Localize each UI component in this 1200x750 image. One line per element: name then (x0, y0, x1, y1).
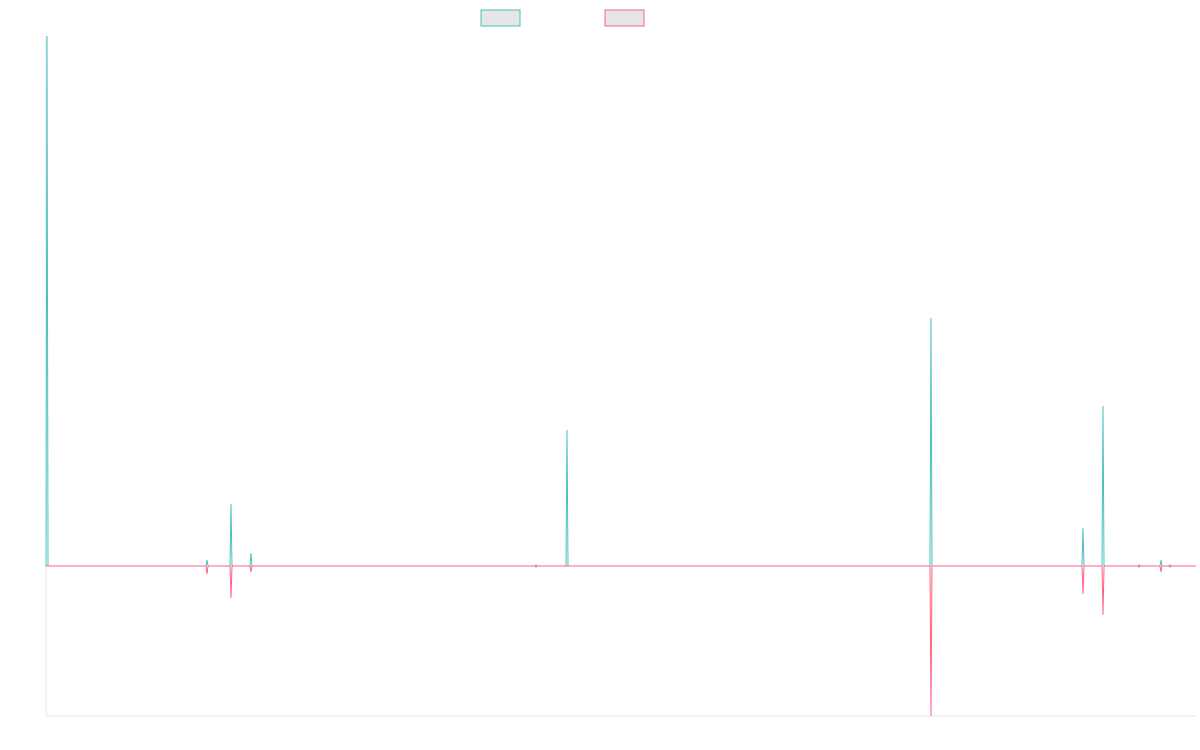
series-2-point[interactable] (929, 714, 933, 718)
series-1 (45, 34, 1196, 567)
series-2-point[interactable] (1102, 564, 1106, 568)
series-2-point[interactable] (249, 570, 253, 574)
series-1-point[interactable] (1159, 558, 1163, 562)
series-2-point[interactable] (1194, 564, 1198, 568)
series-layer (45, 34, 1198, 718)
legend (480, 9, 645, 27)
legend-swatch-2[interactable] (604, 9, 645, 27)
series-2-point[interactable] (1101, 613, 1105, 617)
series-2-point[interactable] (229, 596, 233, 600)
series-1-point[interactable] (929, 316, 933, 320)
series-2-line (46, 565, 1196, 717)
series-2-point[interactable] (535, 564, 539, 568)
series-1-point[interactable] (229, 502, 233, 506)
series-1-point[interactable] (249, 551, 253, 555)
series-2-point[interactable] (1169, 564, 1173, 568)
series-2-point[interactable] (47, 564, 51, 568)
series-2-point[interactable] (1138, 564, 1142, 568)
legend-swatch-1[interactable] (480, 9, 521, 27)
series-2-point[interactable] (931, 564, 935, 568)
series-1-point[interactable] (1101, 404, 1105, 408)
series-1-point[interactable] (205, 558, 209, 562)
series-2-point[interactable] (1159, 570, 1163, 574)
series-2-point[interactable] (206, 564, 210, 568)
series-2-point[interactable] (1160, 564, 1164, 568)
series-1-line (45, 35, 1196, 567)
series-2-point[interactable] (566, 564, 570, 568)
series-2 (46, 564, 1198, 718)
series-1-point[interactable] (1081, 526, 1085, 530)
series-2-point[interactable] (230, 564, 234, 568)
series-1-point[interactable] (565, 428, 569, 432)
axes (45, 36, 1196, 717)
series-2-point[interactable] (1081, 592, 1085, 596)
series-2-point[interactable] (205, 572, 209, 576)
series-2-point[interactable] (1082, 564, 1086, 568)
series-2-point[interactable] (250, 564, 254, 568)
series-1-point[interactable] (45, 34, 49, 38)
